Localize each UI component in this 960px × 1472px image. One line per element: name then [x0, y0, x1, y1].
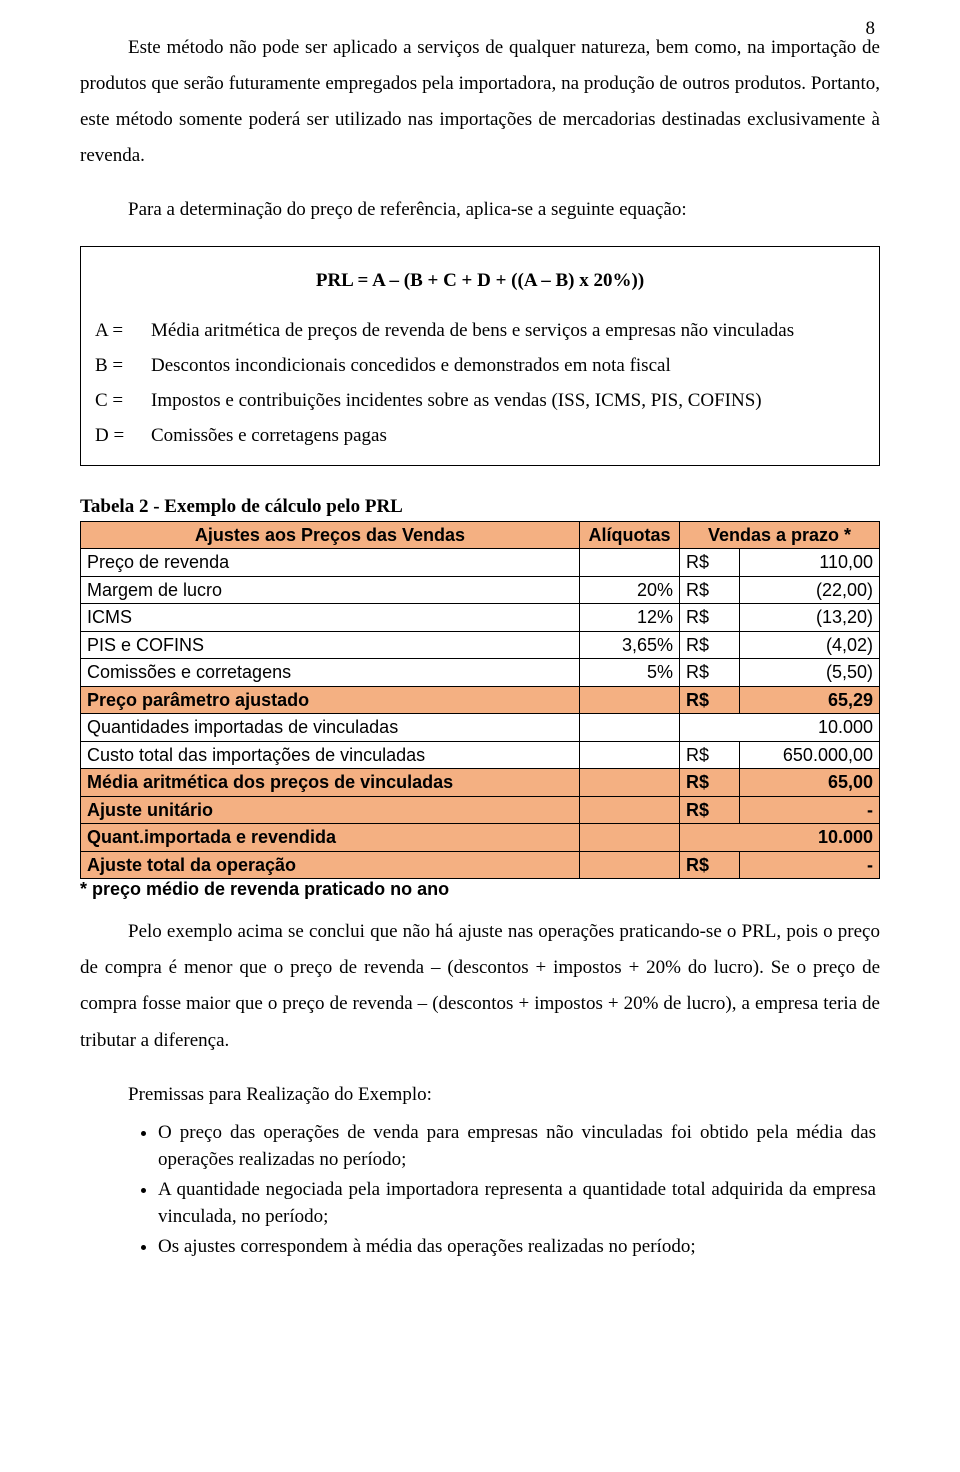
- cell-value: 65,29: [740, 686, 880, 714]
- paragraph-2: Para a determinação do preço de referênc…: [80, 192, 880, 228]
- page-number: 8: [866, 18, 876, 40]
- th-ajustes: Ajustes aos Preços das Vendas: [81, 521, 580, 549]
- table-row: Média aritmética dos preços de vinculada…: [81, 769, 880, 797]
- cell-value: -: [740, 796, 880, 824]
- cell-aliquota: [580, 686, 680, 714]
- def-c-symbol: C =: [95, 383, 151, 418]
- cell-aliquota: [580, 741, 680, 769]
- cell-label: Ajuste total da operação: [81, 851, 580, 879]
- table-row: Quantidades importadas de vinculadas 10.0…: [81, 714, 880, 742]
- premises-title: Premissas para Realização do Exemplo:: [80, 1077, 880, 1113]
- formula: PRL = A – (B + C + D + ((A – B) x 20%)): [95, 263, 865, 298]
- table-row: Custo total das importações de vinculada…: [81, 741, 880, 769]
- def-a-symbol: A =: [95, 313, 151, 348]
- cell-label: Preço parâmetro ajustado: [81, 686, 580, 714]
- cell-aliquota: [580, 824, 680, 852]
- cell-label: Média aritmética dos preços de vinculada…: [81, 769, 580, 797]
- table-row: Preço de revenda R$110,00: [81, 549, 880, 577]
- cell-currency: R$: [680, 659, 740, 687]
- cell-value: 110,00: [740, 549, 880, 577]
- paragraph-1: Este método não pode ser aplicado a serv…: [80, 30, 880, 174]
- cell-currency: R$: [680, 604, 740, 632]
- cell-label: Preço de revenda: [81, 549, 580, 577]
- calc-table: Ajustes aos Preços das Vendas Alíquotas …: [80, 521, 880, 880]
- cell-currency: R$: [680, 576, 740, 604]
- cell-currency: R$: [680, 549, 740, 577]
- list-item: Os ajustes correspondem à média das oper…: [158, 1233, 880, 1261]
- cell-currency: R$: [680, 686, 740, 714]
- cell-value: -: [740, 851, 880, 879]
- def-b-symbol: B =: [95, 348, 151, 383]
- def-c-text: Impostos e contribuições incidentes sobr…: [151, 383, 865, 418]
- table-row: Quant.importada e revendida 10.000: [81, 824, 880, 852]
- cell-value: 10.000: [680, 714, 880, 742]
- cell-aliquota: [580, 796, 680, 824]
- paragraph-3: Pelo exemplo acima se conclui que não há…: [80, 914, 880, 1058]
- formula-box: PRL = A – (B + C + D + ((A – B) x 20%)) …: [80, 246, 880, 466]
- table-row: Comissões e corretagens5%R$(5,50): [81, 659, 880, 687]
- cell-value: 65,00: [740, 769, 880, 797]
- table-row: Preço parâmetro ajustado R$65,29: [81, 686, 880, 714]
- table-row: ICMS12%R$(13,20): [81, 604, 880, 632]
- list-item: A quantidade negociada pela importadora …: [158, 1176, 880, 1231]
- def-d: D = Comissões e corretagens pagas: [95, 418, 865, 453]
- table-row: Ajuste total da operação R$-: [81, 851, 880, 879]
- cell-label: Comissões e corretagens: [81, 659, 580, 687]
- cell-aliquota: [580, 549, 680, 577]
- def-b-text: Descontos incondicionais concedidos e de…: [151, 348, 865, 383]
- table-row: Ajuste unitário R$-: [81, 796, 880, 824]
- table-title: Tabela 2 - Exemplo de cálculo pelo PRL: [80, 494, 880, 521]
- cell-label: Ajuste unitário: [81, 796, 580, 824]
- def-a: A = Média aritmética de preços de revend…: [95, 313, 865, 348]
- cell-aliquota: [580, 714, 680, 742]
- list-item: O preço das operações de venda para empr…: [158, 1119, 880, 1174]
- th-aliquotas: Alíquotas: [580, 521, 680, 549]
- cell-aliquota: 3,65%: [580, 631, 680, 659]
- cell-currency: R$: [680, 796, 740, 824]
- cell-currency: R$: [680, 851, 740, 879]
- def-d-text: Comissões e corretagens pagas: [151, 418, 865, 453]
- cell-currency: R$: [680, 631, 740, 659]
- cell-aliquota: [580, 851, 680, 879]
- table-row: Margem de lucro20%R$(22,00): [81, 576, 880, 604]
- def-d-symbol: D =: [95, 418, 151, 453]
- cell-value: 10.000: [680, 824, 880, 852]
- cell-value: (4,02): [740, 631, 880, 659]
- table-footnote: * preço médio de revenda praticado no an…: [80, 879, 880, 900]
- table-header-row: Ajustes aos Preços das Vendas Alíquotas …: [81, 521, 880, 549]
- cell-label: PIS e COFINS: [81, 631, 580, 659]
- cell-currency: R$: [680, 741, 740, 769]
- th-vendas: Vendas a prazo *: [680, 521, 880, 549]
- cell-aliquota: 12%: [580, 604, 680, 632]
- premises-list: O preço das operações de venda para empr…: [80, 1119, 880, 1261]
- cell-aliquota: [580, 769, 680, 797]
- cell-aliquota: 5%: [580, 659, 680, 687]
- def-c: C = Impostos e contribuições incidentes …: [95, 383, 865, 418]
- def-a-text: Média aritmética de preços de revenda de…: [151, 313, 865, 348]
- def-b: B = Descontos incondicionais concedidos …: [95, 348, 865, 383]
- cell-label: Quant.importada e revendida: [81, 824, 580, 852]
- cell-label: Quantidades importadas de vinculadas: [81, 714, 580, 742]
- cell-value: (13,20): [740, 604, 880, 632]
- cell-value: 650.000,00: [740, 741, 880, 769]
- cell-aliquota: 20%: [580, 576, 680, 604]
- cell-label: ICMS: [81, 604, 580, 632]
- cell-label: Margem de lucro: [81, 576, 580, 604]
- page: 8 Este método não pode ser aplicado a se…: [0, 0, 960, 1472]
- cell-label: Custo total das importações de vinculada…: [81, 741, 580, 769]
- cell-value: (22,00): [740, 576, 880, 604]
- cell-currency: R$: [680, 769, 740, 797]
- cell-value: (5,50): [740, 659, 880, 687]
- table-row: PIS e COFINS3,65%R$(4,02): [81, 631, 880, 659]
